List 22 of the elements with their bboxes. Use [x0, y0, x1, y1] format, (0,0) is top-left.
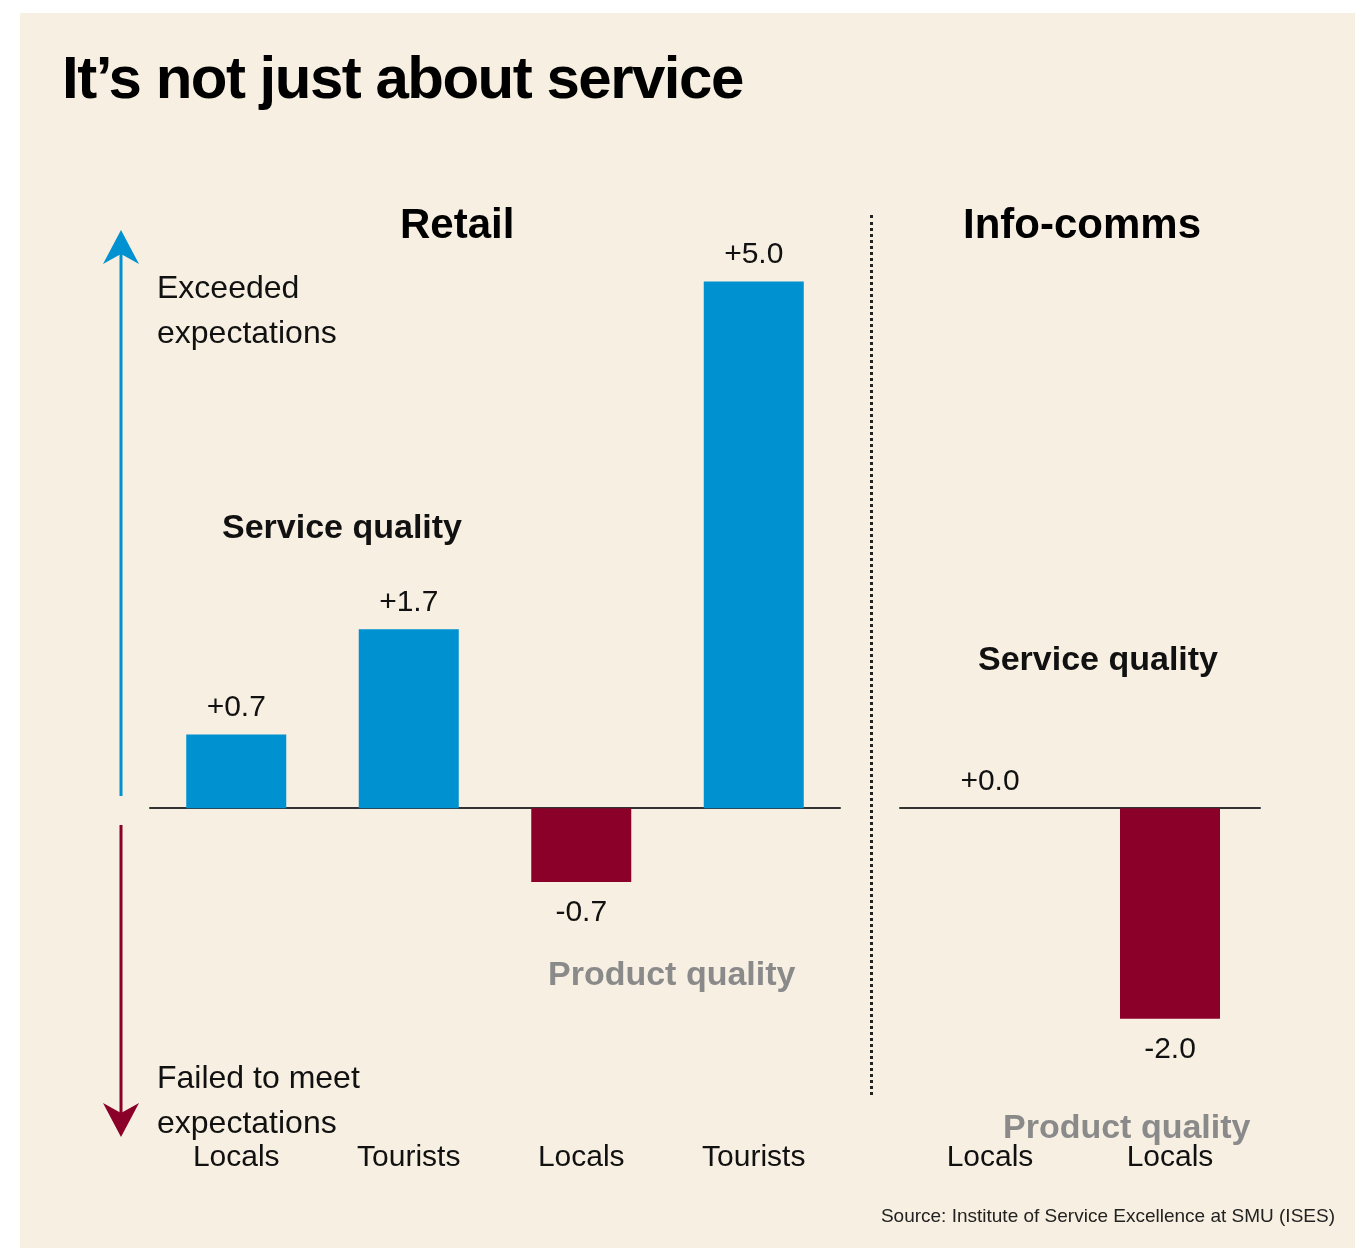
data-label: -2.0 — [1144, 1031, 1196, 1065]
chart-title: Info-comms — [963, 200, 1202, 248]
chart-subtitle: Retail — [400, 200, 515, 248]
x-tick-label: Tourists — [702, 1138, 806, 1172]
bar — [531, 808, 632, 882]
annotation: Exceeded expectations — [157, 268, 338, 352]
data-label: +1.7 — [379, 583, 439, 617]
data-label: -0.7 — [555, 894, 608, 928]
text: Service quality — [978, 638, 1219, 679]
text: Product quality — [548, 953, 797, 994]
source-note: Source: Institute of Service Excellence at SMU (ISES) — [879, 1204, 1335, 1228]
data-label: +0.0 — [960, 762, 1020, 796]
text: Failed to meet expectations — [157, 1059, 360, 1140]
data-label: +0.7 — [206, 688, 266, 722]
chart-title: It’s not just about service — [62, 43, 743, 112]
bar — [358, 629, 459, 809]
annotation: Service quality — [222, 506, 463, 547]
data-label: +5.0 — [724, 236, 784, 270]
x-tick-label: Locals — [537, 1138, 625, 1172]
x-tick-label: Tourists — [357, 1138, 461, 1172]
bar — [186, 734, 287, 809]
bar — [703, 281, 804, 809]
